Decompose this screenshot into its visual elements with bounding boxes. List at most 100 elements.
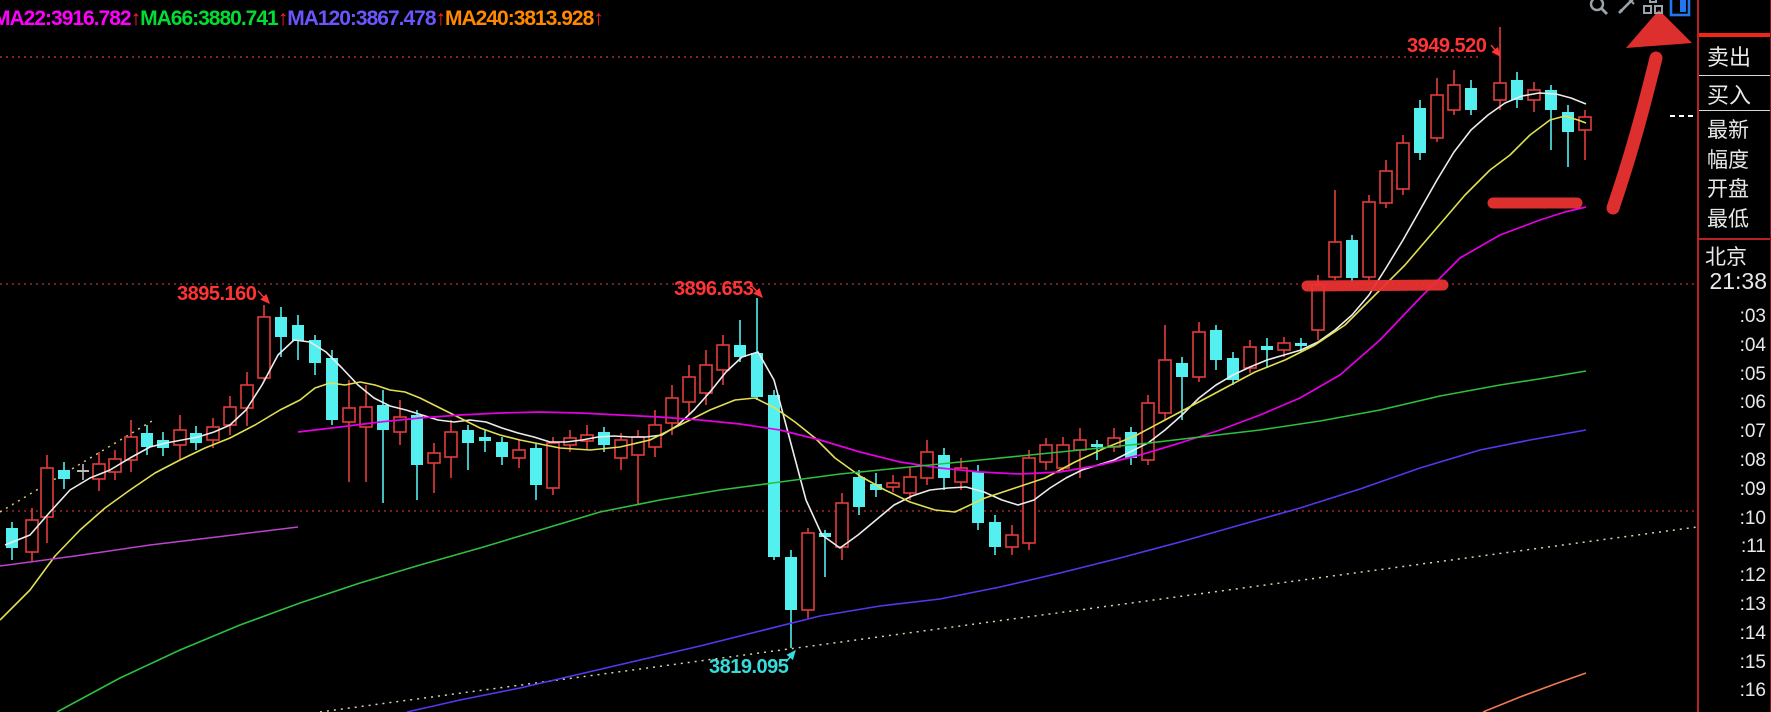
sidebar-top-red-line (1699, 33, 1770, 37)
ma120-blue (406, 429, 1587, 712)
price-callout-label: 3896.653 (674, 278, 754, 300)
candle-up (886, 482, 900, 488)
candle-up (699, 364, 713, 394)
sell-button[interactable]: 卖出 (1699, 37, 1770, 76)
candle-down (1465, 88, 1477, 110)
order-sidebar: 卖出 买入 最新 幅度 开盘 最低 北京 21:38 :03:04:05:06:07:… (1697, 0, 1771, 712)
candle-up (240, 384, 254, 409)
candle-up (1396, 142, 1410, 190)
candle-down (292, 325, 304, 341)
buy-button[interactable]: 买入 (1699, 77, 1770, 111)
candle-neutral (77, 470, 89, 472)
ma-value-label: MA22:3916.782 (0, 7, 132, 30)
ma22-magenta (297, 206, 1587, 475)
candle-down (972, 472, 984, 523)
drawn-arrow-head (1626, 10, 1692, 48)
candle-down (1091, 444, 1103, 447)
drawn-arrow-shaft (1606, 51, 1663, 215)
ma-value-label: MA120:3867.478 (287, 7, 436, 30)
zoom-icon[interactable] (1588, 0, 1610, 17)
candle-up (631, 436, 645, 456)
candle-up (903, 476, 917, 494)
candle-up (359, 406, 373, 428)
candle-up (1192, 331, 1206, 378)
candle-down (870, 484, 882, 490)
candle-down (462, 430, 474, 443)
price-callout-arrow (785, 649, 796, 663)
grid-icon[interactable] (1642, 0, 1664, 17)
price-callout-arrow (1490, 44, 1501, 58)
dotted-trendline-left (0, 420, 153, 513)
candle-down (1176, 363, 1188, 377)
draw-icon[interactable] (1615, 0, 1637, 17)
candle-up (1493, 82, 1507, 101)
candle-up (124, 436, 138, 461)
candle-down (768, 395, 780, 557)
candle-up (1430, 94, 1444, 139)
candle-up (1277, 342, 1291, 351)
minute-label: :06 (1739, 392, 1766, 414)
candle-up (1005, 534, 1019, 548)
candle-down (411, 415, 423, 465)
candle-down (1511, 80, 1523, 100)
candle-up (954, 467, 968, 483)
candle-up (665, 397, 679, 424)
city-label: 北京 (1705, 246, 1747, 269)
minute-label: :10 (1739, 507, 1766, 529)
ma-up-arrow: ↑ (593, 7, 603, 30)
candle-down (1545, 90, 1557, 110)
ma240-orange (1482, 672, 1587, 712)
candle-up (1578, 116, 1592, 131)
candle-up (342, 407, 356, 423)
ma-fast-white (4, 92, 1587, 549)
candle-up (1447, 84, 1461, 111)
ma-up-arrow: ↑ (277, 7, 288, 30)
candle-down (598, 432, 610, 445)
quote-info-labels: 最新 幅度 开盘 最低 (1699, 112, 1770, 240)
ma-value-label: MA240:3813.928 (445, 7, 594, 30)
candle-down (1261, 346, 1273, 350)
minute-label: :14 (1739, 622, 1766, 644)
candle-down (1414, 108, 1426, 153)
candle-up (835, 502, 849, 548)
candle-down (853, 477, 865, 507)
candle-up (173, 429, 187, 446)
candle-down (989, 522, 1001, 547)
chart-toolbar (1588, 0, 1691, 17)
candle-up (1158, 359, 1172, 414)
candle-down (377, 405, 389, 430)
minute-label: :12 (1739, 565, 1766, 587)
minute-label: :15 (1739, 651, 1766, 673)
candle-down (309, 340, 321, 363)
candle-up (444, 431, 458, 458)
ma-value-label: MA66:3880.741 (140, 7, 279, 30)
drawn-support-line (1301, 279, 1449, 292)
candle-down (6, 528, 18, 548)
panel-icon[interactable] (1669, 0, 1691, 17)
minute-label: :03 (1739, 306, 1766, 327)
candle-down (141, 433, 153, 447)
candle-down (751, 353, 763, 397)
beijing-clock: 21:38 (1709, 268, 1767, 294)
candle-up (223, 406, 237, 426)
candle-up (1073, 439, 1087, 451)
candle-down (275, 317, 287, 337)
ma-slow-yellow (0, 115, 1587, 621)
candle-down (1295, 343, 1307, 346)
candle-up (1328, 241, 1342, 278)
candle-up (1379, 170, 1393, 204)
candle-up (427, 452, 441, 464)
ma-indicator-header: MA22:3916.782↑MA66:3880.741↑MA120:3867.4… (0, 7, 604, 31)
quote-field-label: 最新 (1707, 119, 1749, 142)
dotted-trendline-long (319, 526, 1698, 712)
ma-up-arrow: ↑ (130, 7, 141, 30)
candle-down (530, 448, 542, 485)
candle-down (1346, 240, 1358, 278)
candle-down (1227, 358, 1239, 380)
candle-down (1562, 112, 1574, 132)
minute-axis-labels: :03:04:05:06:07:08:09:10:11:12:13:14:15:… (1695, 303, 1766, 706)
candle-down (819, 533, 831, 537)
candle-up (512, 449, 526, 459)
